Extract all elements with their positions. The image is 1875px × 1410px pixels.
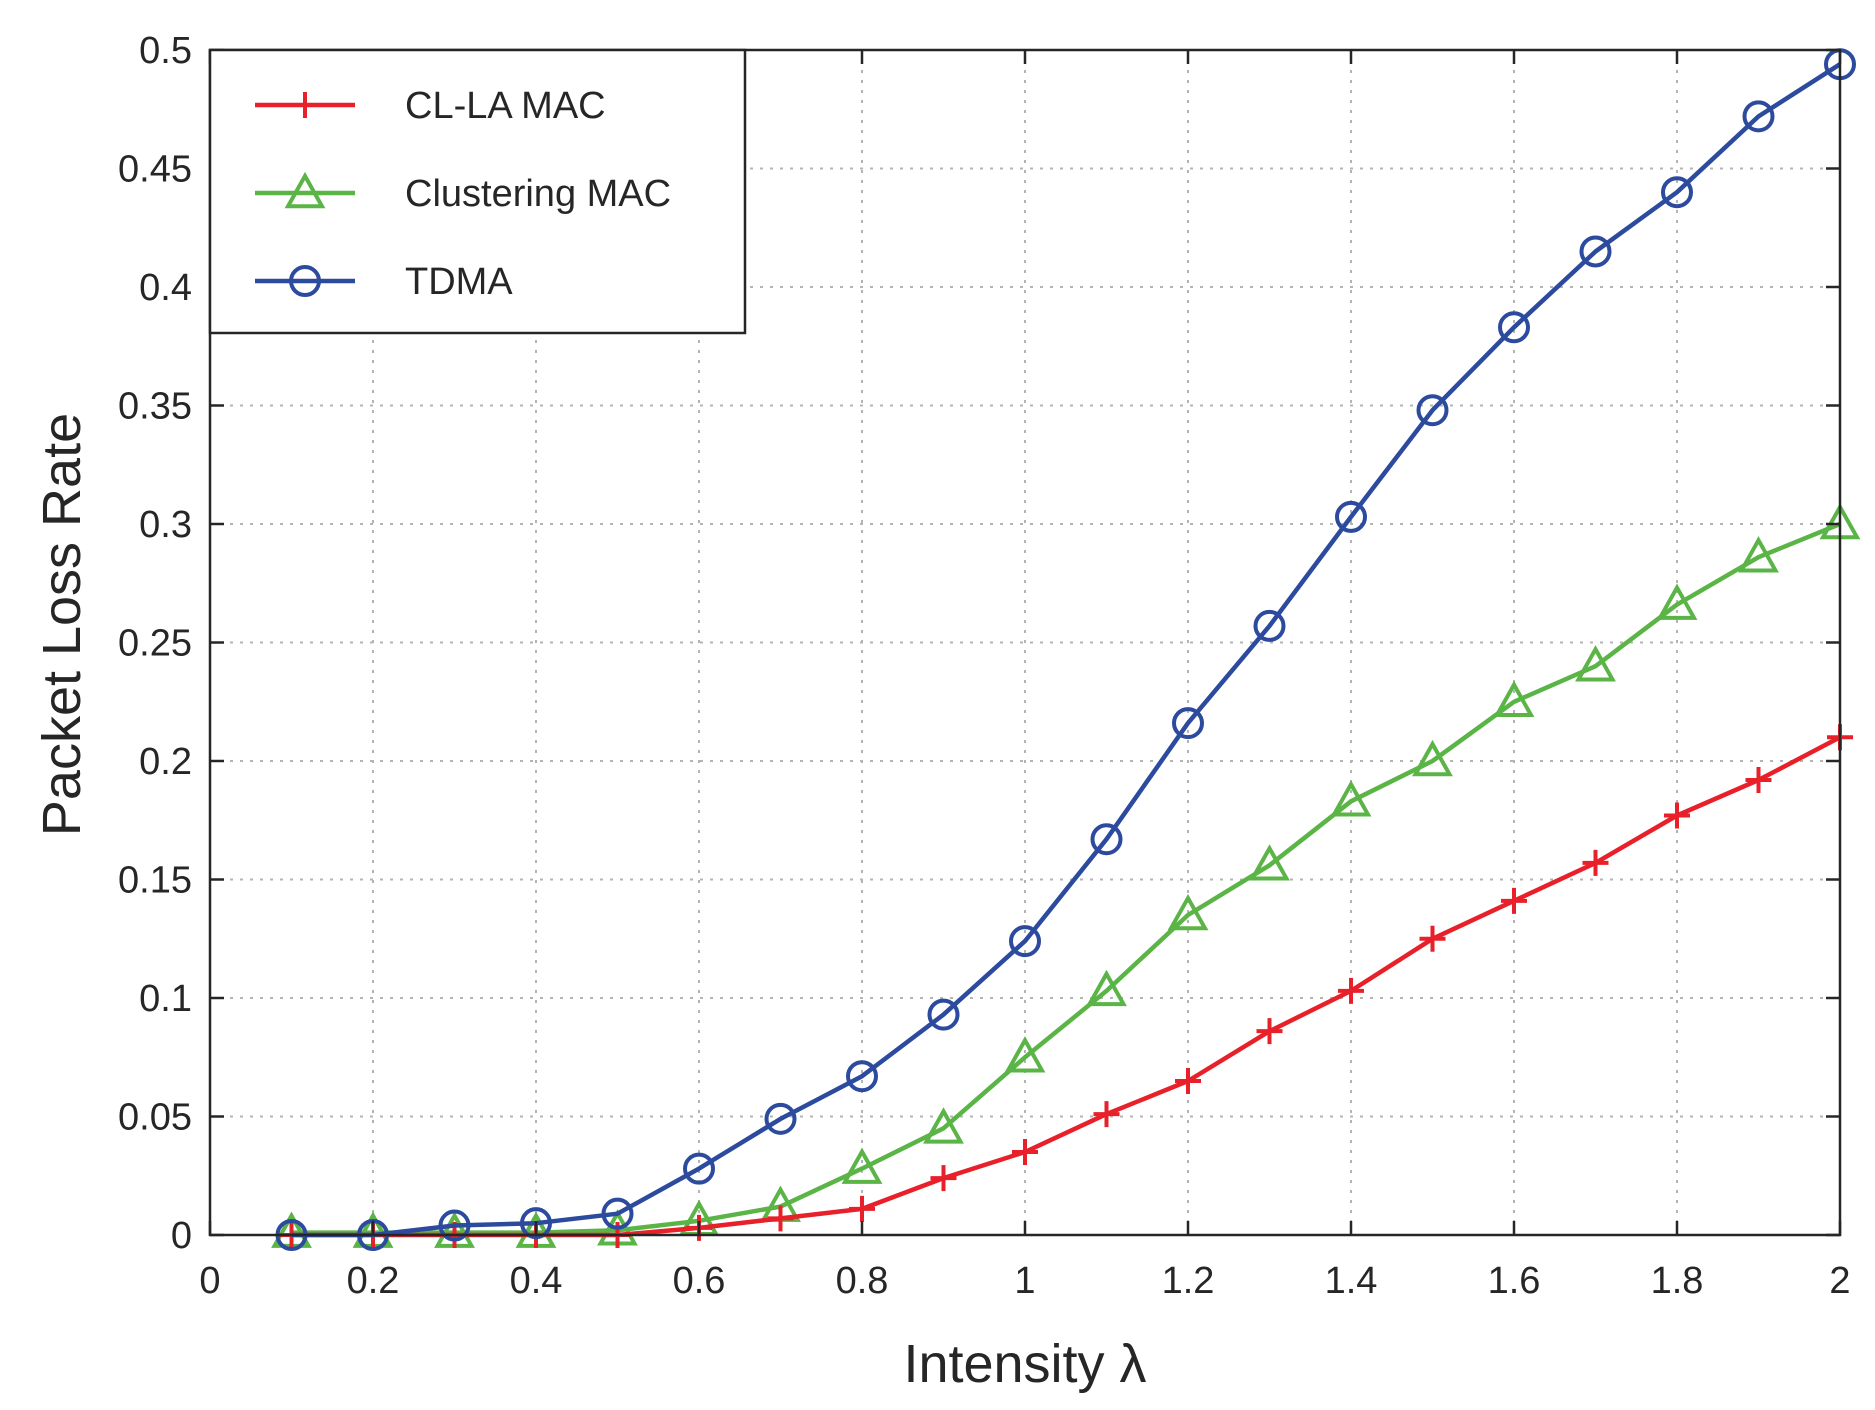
y-tick-label: 0.5 xyxy=(139,30,192,72)
data-point-circle xyxy=(520,1207,552,1240)
x-tick-label: 1.2 xyxy=(1162,1260,1215,1302)
x-tick-label: 0.8 xyxy=(836,1260,889,1302)
legend-marker-plus xyxy=(292,92,318,118)
data-point-plus xyxy=(1419,925,1446,952)
data-point-circle xyxy=(927,998,960,1031)
data-point-triangle xyxy=(923,1107,964,1144)
legend-item: Clustering MAC xyxy=(255,171,671,215)
data-point-plus xyxy=(1501,887,1527,914)
y-tick-label: 0.2 xyxy=(139,741,192,783)
data-point-triangle xyxy=(841,1147,883,1184)
data-point-circle xyxy=(683,1152,715,1185)
x-tick-label: 0.2 xyxy=(347,1260,400,1302)
data-point-plus xyxy=(1582,849,1609,876)
x-tick-label: 2 xyxy=(1829,1260,1850,1302)
legend-marker-triangle xyxy=(284,171,326,209)
data-point-plus xyxy=(1338,977,1364,1004)
data-point-plus xyxy=(1664,802,1690,829)
x-tick-label: 1.6 xyxy=(1488,1260,1541,1302)
series-line xyxy=(291,521,1841,1235)
x-tick-label: 1.4 xyxy=(1325,1260,1378,1302)
series-cl-la-mac xyxy=(278,724,1853,1248)
legend-label: Clustering MAC xyxy=(405,173,671,215)
data-point-circle xyxy=(1253,609,1286,642)
data-point-circle xyxy=(1579,235,1612,268)
axis-ticks: 0 0.2 0.4 0.6 0.8 1 1.2 1.4 1.6 1.8 2 0 0.05 0.1 0.15 0… xyxy=(118,30,1851,1302)
data-point-circle xyxy=(1009,925,1041,958)
data-point-triangle xyxy=(1086,969,1127,1007)
data-point-circle xyxy=(1335,500,1367,533)
data-point-triangle xyxy=(1330,780,1372,817)
data-point-circle xyxy=(1661,176,1693,209)
x-tick-label: 0.4 xyxy=(510,1260,563,1302)
y-tick-label: 0.05 xyxy=(118,1097,192,1139)
legend-marker-circle xyxy=(289,265,321,297)
legend-item: CL-LA MAC xyxy=(255,85,606,127)
y-tick-label: 0.45 xyxy=(118,149,192,191)
data-point-triangle xyxy=(1412,739,1453,777)
data-point-triangle xyxy=(1167,893,1209,931)
data-point-triangle xyxy=(1004,1036,1046,1073)
data-point-circle xyxy=(846,1060,878,1093)
data-point-plus xyxy=(849,1195,875,1222)
data-point-plus xyxy=(1012,1139,1038,1166)
x-tick-label: 0.6 xyxy=(673,1260,726,1302)
y-axis-label: Packet Loss Rate xyxy=(32,413,92,836)
data-point-plus xyxy=(767,1205,794,1232)
y-tick-label: 0 xyxy=(171,1215,192,1257)
data-point-triangle xyxy=(1738,536,1779,573)
data-point-plus xyxy=(1093,1101,1120,1128)
data-point-plus xyxy=(1256,1018,1283,1045)
series-line xyxy=(291,735,1842,1238)
y-tick-label: 0.35 xyxy=(118,386,192,428)
legend-item: TDMA xyxy=(255,261,513,303)
y-tick-label: 0.3 xyxy=(139,504,192,546)
data-point-circle xyxy=(1172,707,1204,740)
data-point-triangle xyxy=(1249,844,1290,881)
data-point-circle xyxy=(1416,394,1449,427)
data-point-circle xyxy=(438,1209,471,1242)
data-point-circle xyxy=(764,1102,797,1135)
y-tick-label: 0.15 xyxy=(118,860,192,902)
data-point-plus xyxy=(1745,766,1772,793)
y-tick-label: 0.4 xyxy=(139,267,192,309)
data-point-triangle xyxy=(1575,645,1616,682)
data-point-triangle xyxy=(1493,680,1535,718)
data-point-triangle xyxy=(1656,583,1698,620)
data-point-circle xyxy=(1498,311,1530,344)
legend-label: CL-LA MAC xyxy=(405,85,606,127)
legend-label: TDMA xyxy=(405,261,513,303)
x-tick-label: 1.8 xyxy=(1651,1260,1704,1302)
data-point-circle xyxy=(601,1197,634,1230)
series-tdma xyxy=(275,48,1856,1251)
x-tick-label: 0 xyxy=(199,1260,220,1302)
data-point-circle xyxy=(1090,823,1123,856)
y-tick-label: 0.25 xyxy=(118,623,192,665)
data-point-plus xyxy=(1175,1067,1201,1094)
data-point-circle xyxy=(1742,100,1775,133)
x-axis-label: Intensity λ xyxy=(903,1334,1146,1394)
legend: CL-LA MAC Clustering MAC TDMA xyxy=(208,48,747,335)
x-tick-label: 1 xyxy=(1014,1260,1035,1302)
data-point-plus xyxy=(930,1165,957,1192)
y-tick-label: 0.1 xyxy=(139,978,192,1020)
